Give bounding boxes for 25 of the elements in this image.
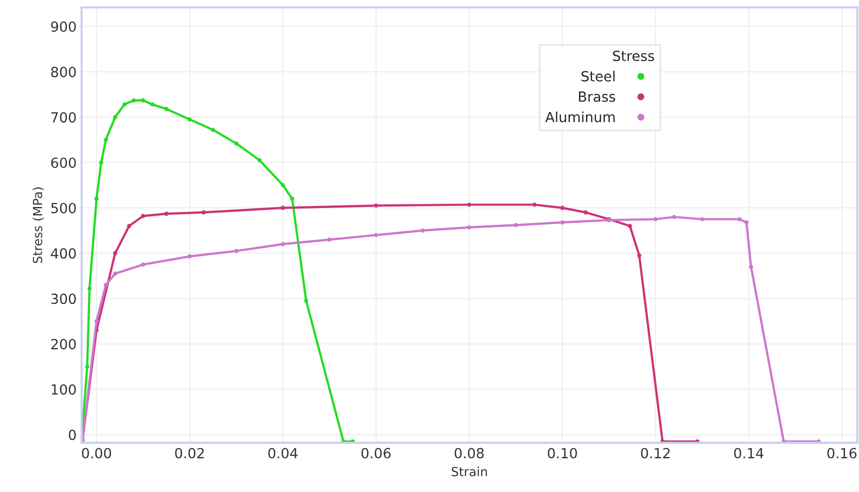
y-tick-label: 0 bbox=[68, 430, 76, 440]
y-tick-label: 200 bbox=[51, 338, 76, 350]
x-tick-label: 0.00 bbox=[82, 448, 112, 458]
y-axis-title: Stress (MPa) bbox=[32, 187, 44, 264]
y-tick-label: 400 bbox=[50, 248, 76, 259]
y-tick-label: 700 bbox=[51, 112, 76, 123]
x-tick-label: 0.16 bbox=[827, 448, 856, 458]
y-tick-label: 100 bbox=[52, 384, 76, 395]
legend-label: Steel bbox=[582, 70, 615, 82]
x-tick-label: 0.10 bbox=[548, 448, 577, 458]
x-tick-label: 0.04 bbox=[268, 448, 298, 458]
x-axis-title: Strain bbox=[452, 466, 487, 476]
y-tick-label: 300 bbox=[51, 294, 76, 304]
y-tick-label: 900 bbox=[51, 21, 76, 32]
x-tick-label: 0.06 bbox=[361, 448, 391, 458]
legend-title: Stress bbox=[612, 50, 654, 62]
x-tick-label: 0.02 bbox=[175, 448, 204, 458]
legend-label: Brass bbox=[578, 92, 616, 102]
x-tick-label: 0.14 bbox=[734, 448, 764, 458]
y-tick-label: 500 bbox=[51, 202, 76, 214]
y-tick-label: 600 bbox=[51, 157, 76, 168]
x-tick-label: 0.08 bbox=[454, 448, 484, 458]
x-tick-label: 0.12 bbox=[641, 448, 670, 458]
y-tick-label: 800 bbox=[51, 66, 76, 78]
legend-label: Aluminum bbox=[545, 112, 615, 122]
